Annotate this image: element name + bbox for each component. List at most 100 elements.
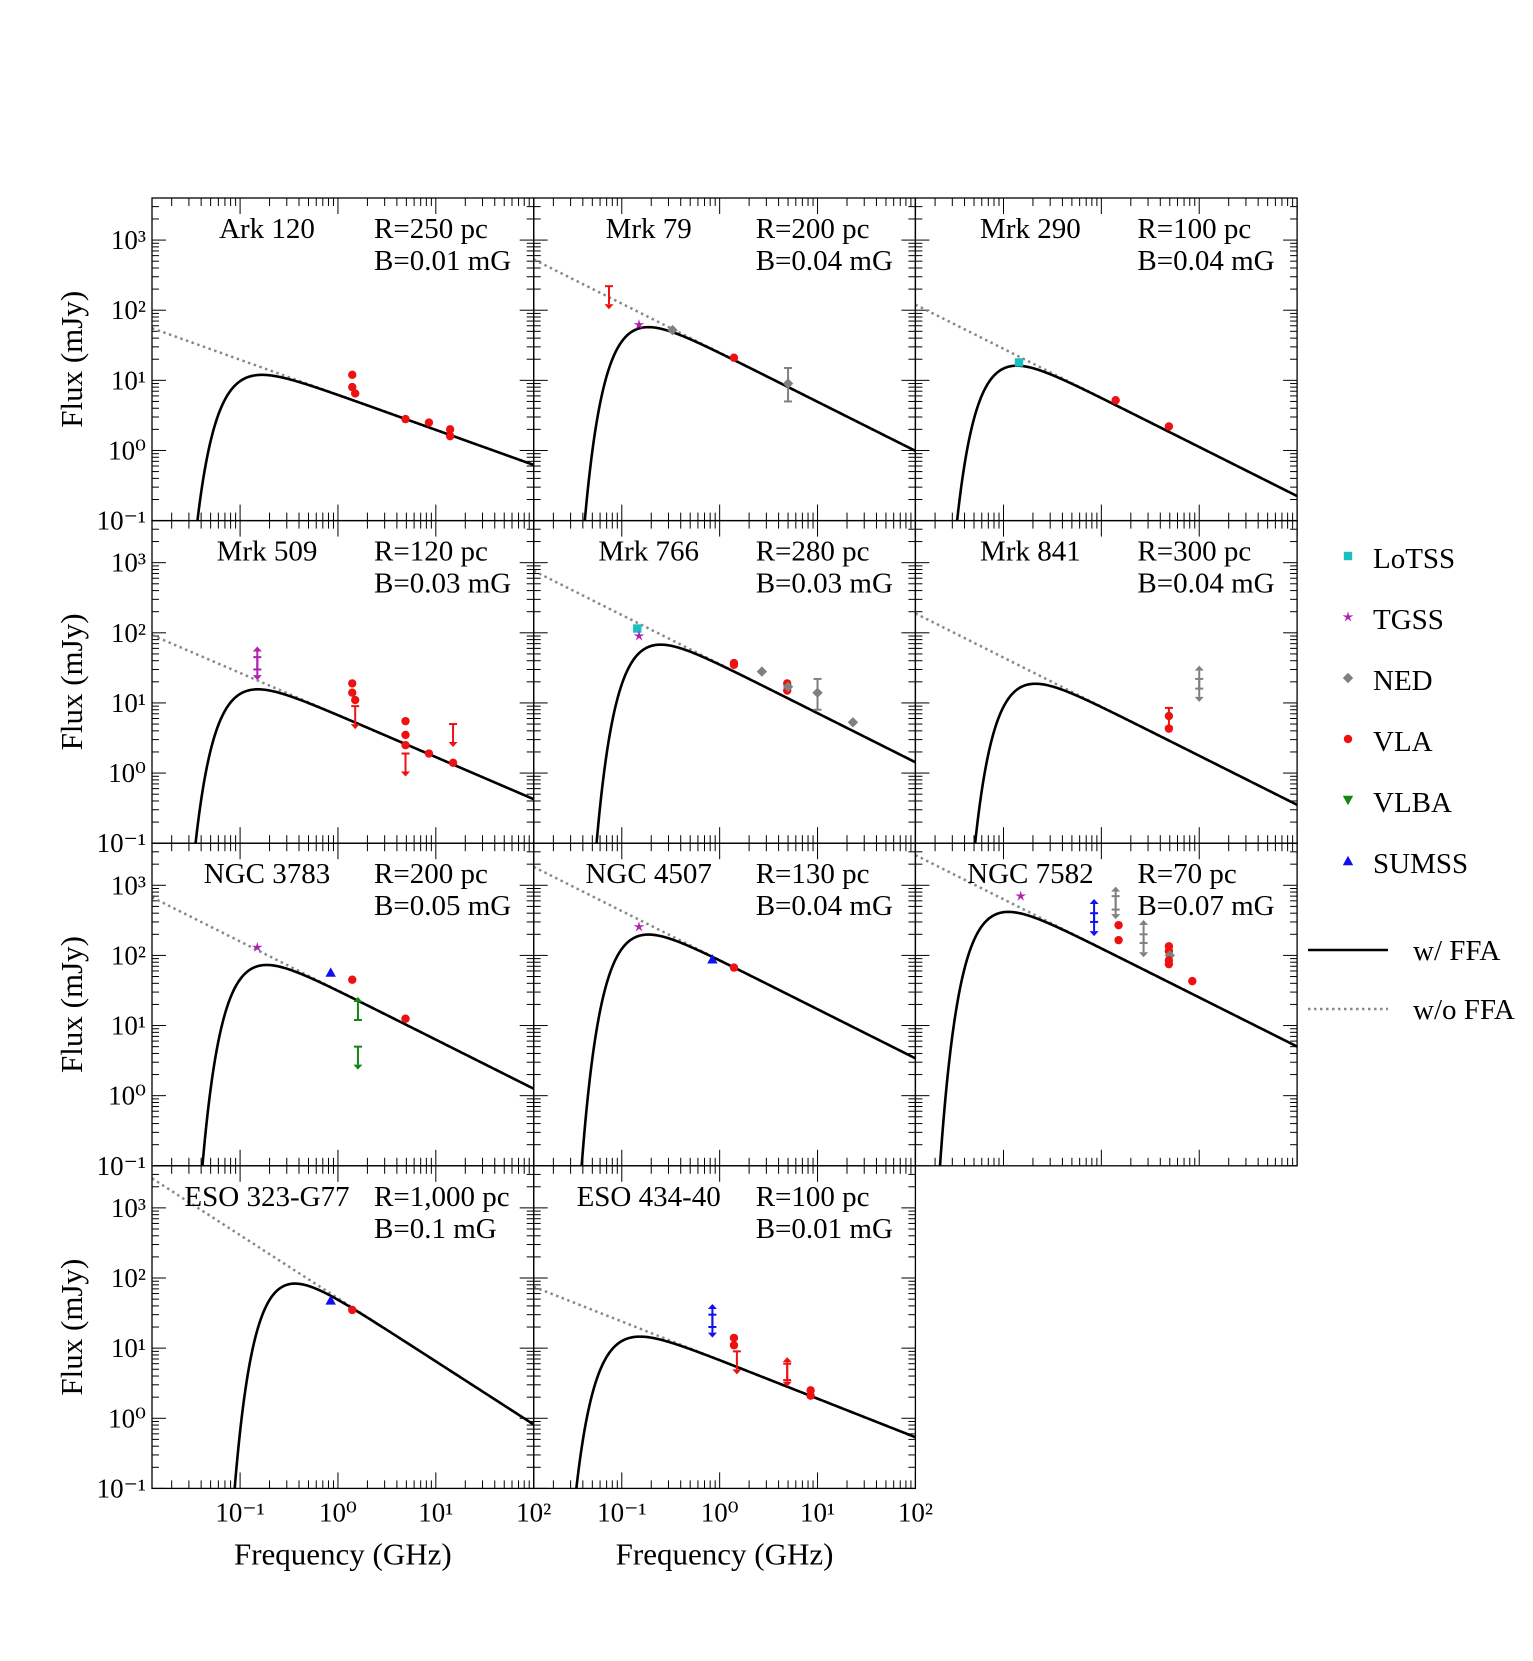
axis-ticks	[533, 843, 916, 1167]
legend-label-ffa: w/ FFA	[1413, 935, 1500, 967]
vla-point	[424, 749, 434, 758]
y-tick-label: 10³	[111, 1193, 146, 1223]
y-axis-label: Flux (mJy)	[54, 1259, 89, 1396]
legend-marker-ned	[1342, 672, 1354, 684]
curve-with-ffa	[233, 1282, 534, 1489]
panel-radius: R=280 pc	[756, 536, 870, 568]
axis-ticks	[915, 520, 1298, 844]
panel-field: B=0.01 mG	[374, 245, 511, 277]
sumss-point	[707, 954, 718, 964]
axis-ticks	[915, 198, 1298, 522]
panel-eso-323-g77: ESO 323-G77 R=1,000 pcB=0.1 mG 10⁻¹ 10⁰ 10¹ 1…	[54, 1165, 551, 1571]
y-axis-label: Flux (mJy)	[54, 613, 89, 750]
vla-point	[348, 975, 357, 984]
x-tick-label: 10⁰	[319, 1497, 357, 1527]
y-axis-label: Flux (mJy)	[54, 291, 89, 428]
tgss-point	[633, 319, 645, 330]
data-points	[1015, 886, 1197, 986]
lower-limit-head	[1194, 665, 1204, 671]
legend-marker-tgss	[1342, 611, 1354, 622]
vla-point	[348, 370, 357, 379]
x-tick-label: 10⁰	[701, 1497, 739, 1527]
y-tick-label: 10¹	[111, 365, 146, 395]
x-tick-label: 10¹	[418, 1497, 453, 1527]
x-axis-label: Frequency (GHz)	[234, 1536, 452, 1571]
data-points	[251, 941, 410, 1070]
x-tick-label: 10⁻¹	[597, 1497, 646, 1527]
y-tick-label: 10²	[111, 1263, 146, 1293]
vla-point	[401, 730, 410, 740]
model-curves	[152, 633, 534, 844]
vla-point	[448, 758, 458, 768]
model-curves	[915, 303, 1298, 521]
lotss-point	[1014, 358, 1024, 367]
legend-marker-vlba	[1342, 795, 1354, 806]
vla-point	[729, 353, 739, 362]
panel-eso-434-40: ESO 434-40 R=100 pcB=0.01 mG 10⁻¹ 10⁰ 10¹ 10²…	[533, 1165, 933, 1571]
curve-with-ffa	[580, 933, 916, 1166]
vla-point	[729, 1341, 739, 1350]
curve-with-ffa	[955, 364, 1298, 521]
legend-marker-sumss	[1342, 855, 1354, 866]
model-curves	[915, 612, 1298, 844]
data-points	[633, 921, 739, 972]
tgss-point	[1015, 890, 1027, 901]
legend-label-lotss: LoTSS	[1373, 543, 1455, 575]
upper-limit-head	[1194, 696, 1204, 702]
curve-with-ffa	[973, 682, 1298, 844]
tgss-point	[633, 630, 645, 641]
lower-limit-head	[1139, 920, 1149, 926]
panel-radius: R=200 pc	[374, 858, 488, 890]
vla-point	[350, 389, 360, 398]
upper-limit-head	[350, 724, 360, 730]
upper-limit-head	[401, 771, 411, 777]
tgss-point	[251, 941, 263, 952]
vla-point	[1164, 724, 1174, 733]
panel-mrk-841: Mrk 841 R=300 pcB=0.04 mG	[914, 519, 1298, 844]
vla-point	[445, 431, 455, 441]
panel-field: B=0.01 mG	[756, 1213, 893, 1245]
panel-mrk-79: Mrk 79 R=200 pcB=0.04 mG	[533, 197, 917, 522]
x-tick-label: 10²	[516, 1497, 551, 1527]
model-curves	[533, 569, 916, 844]
ned-point	[782, 378, 794, 389]
upper-limit-head	[732, 1369, 742, 1375]
vla-point	[348, 688, 357, 697]
panel-ngc-3783: NGC 3783 R=200 pcB=0.05 mG 10⁻¹ 10⁰ 10¹ 10² 10…	[54, 842, 535, 1181]
y-tick-label: 10⁻¹	[97, 506, 146, 536]
panel-field: B=0.07 mG	[1137, 890, 1274, 922]
panel-mrk-290: Mrk 290 R=100 pcB=0.04 mG	[914, 197, 1298, 522]
legend: LoTSS TGSS NED VLA VLBA SUMSS w/ FFA w/o FFA	[1308, 543, 1515, 1026]
x-tick-label: 10⁻¹	[215, 1497, 264, 1527]
upper-limit-head	[604, 304, 614, 310]
y-tick-label: 10⁻¹	[97, 1473, 146, 1503]
lower-limit-head	[707, 1304, 717, 1310]
model-curves	[533, 258, 916, 521]
legend-label-vlba: VLBA	[1373, 787, 1452, 819]
model-curves	[533, 865, 916, 1166]
curve-with-ffa	[201, 963, 534, 1166]
panel-title: NGC 7582	[967, 858, 1093, 890]
data-points	[633, 624, 859, 728]
model-curves	[152, 327, 534, 521]
panel-title: Mrk 79	[606, 213, 692, 245]
panel-ngc-7582: NGC 7582 R=70 pcB=0.07 mG	[914, 842, 1298, 1167]
model-curves	[533, 1285, 916, 1489]
panel-radius: R=200 pc	[756, 213, 870, 245]
panel-field: B=0.03 mG	[756, 568, 893, 600]
vla-point	[401, 716, 410, 726]
panel-field: B=0.1 mG	[374, 1213, 497, 1245]
upper-limit-head	[1139, 952, 1149, 958]
panel-field: B=0.04 mG	[756, 245, 893, 277]
curve-with-ffa	[196, 373, 534, 521]
ned-point	[756, 666, 768, 677]
lower-limit-head	[1111, 886, 1121, 892]
y-tick-label: 10²	[111, 295, 146, 325]
panel-frame	[914, 842, 1298, 1167]
ned-point	[782, 681, 794, 692]
data-points	[604, 285, 794, 403]
panel-field: B=0.05 mG	[374, 890, 511, 922]
ned-point	[847, 717, 859, 728]
panel-title: Mrk 766	[598, 536, 699, 568]
panel-field: B=0.04 mG	[1137, 568, 1274, 600]
